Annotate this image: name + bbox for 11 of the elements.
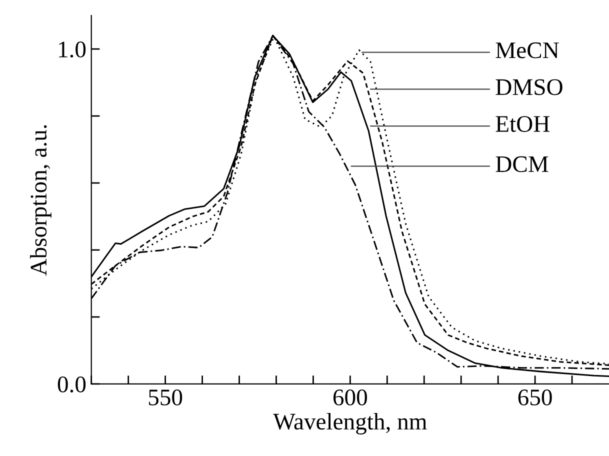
annotation: MeCN <box>496 42 559 58</box>
x-tick-label: 650 <box>518 389 552 406</box>
annotation: DCM <box>496 156 548 172</box>
y-tick-label: 1.0 <box>59 41 86 58</box>
y-axis-title: Absorption, a.u. <box>30 125 52 276</box>
annotation: EtOH <box>496 116 550 132</box>
x-axis-title: Wavelength, nm <box>273 413 427 434</box>
y-tick-label: 0.0 <box>58 376 86 392</box>
x-tick-label: 550 <box>148 389 182 406</box>
x-tick-label: 600 <box>333 389 367 406</box>
annotation: DMSO <box>496 79 562 96</box>
